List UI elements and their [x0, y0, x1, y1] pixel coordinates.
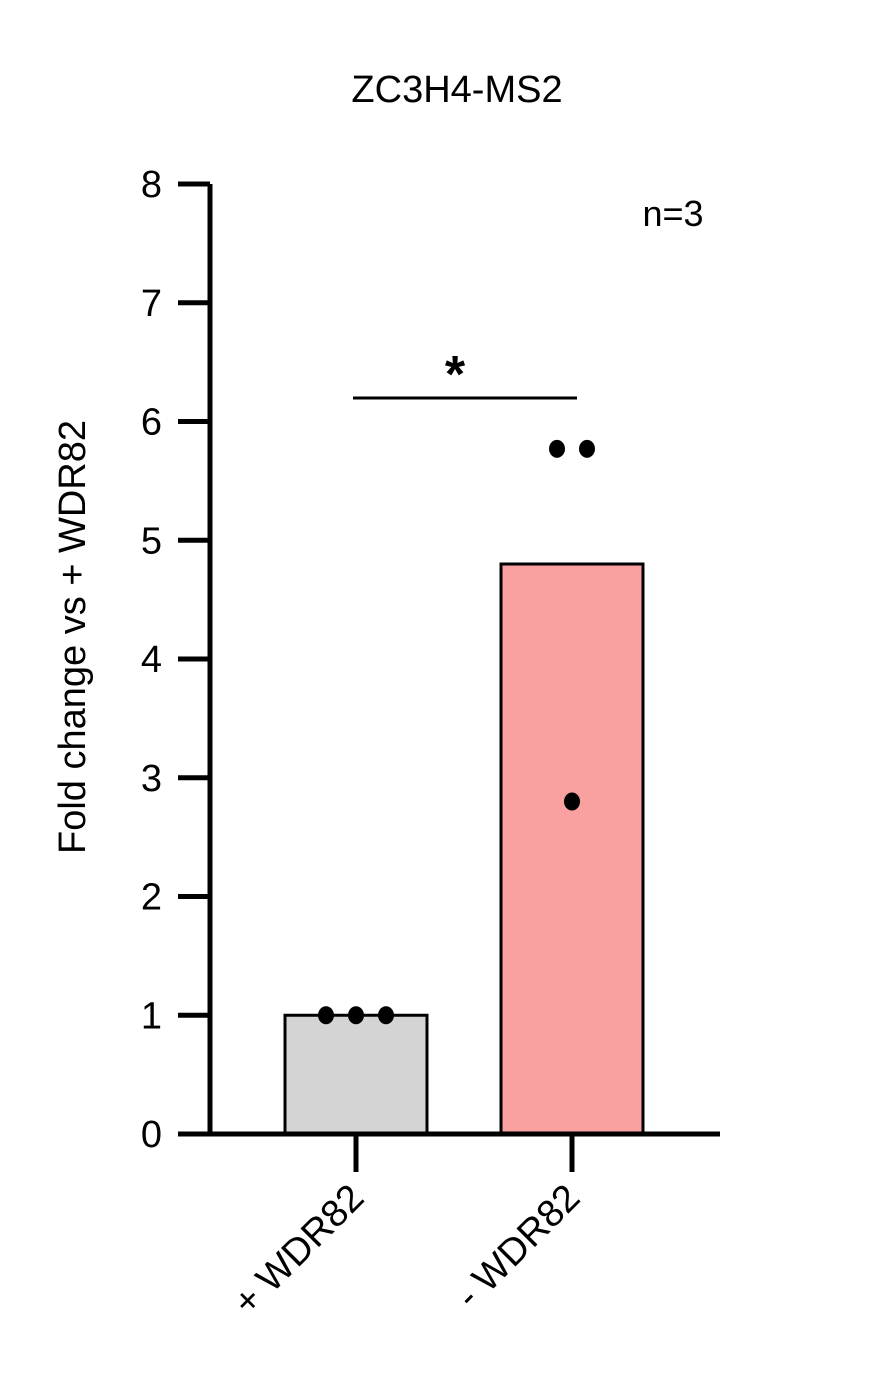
- y-tick-label: 5: [141, 520, 162, 562]
- y-tick-label: 8: [141, 164, 162, 206]
- y-tick-label: 1: [141, 995, 162, 1037]
- bars: [283, 562, 645, 1136]
- data-point: [318, 1006, 334, 1025]
- data-point: [549, 439, 565, 458]
- x-tick-labels: + WDR82 - WDR82: [225, 1177, 588, 1324]
- data-point: [579, 439, 595, 458]
- data-point: [348, 1006, 364, 1025]
- y-tick-label: 0: [141, 1114, 162, 1156]
- data-point: [378, 1006, 394, 1025]
- data-point: [564, 792, 580, 811]
- n-annotation: n=3: [642, 193, 703, 234]
- x-tick-label: - WDR82: [448, 1177, 588, 1317]
- y-axis-label: Fold change vs + WDR82: [52, 420, 94, 854]
- significance-annotation: *: [353, 346, 577, 404]
- bar-2: [499, 562, 645, 1136]
- data-points: [318, 439, 595, 1025]
- y-tick-label: 2: [141, 877, 162, 919]
- y-tick-label: 4: [141, 639, 162, 681]
- bar-1: [283, 1013, 429, 1136]
- x-tick-label: + WDR82: [225, 1177, 372, 1324]
- y-tick-label: 3: [141, 758, 162, 800]
- y-tick-label: 6: [141, 402, 162, 444]
- significance-label: *: [445, 346, 466, 404]
- y-ticks: 0 1 2 3 4 5 6 7 8: [141, 164, 210, 1156]
- axes: [178, 184, 720, 1172]
- y-tick-label: 7: [141, 283, 162, 325]
- chart-title: ZC3H4-MS2: [351, 69, 562, 111]
